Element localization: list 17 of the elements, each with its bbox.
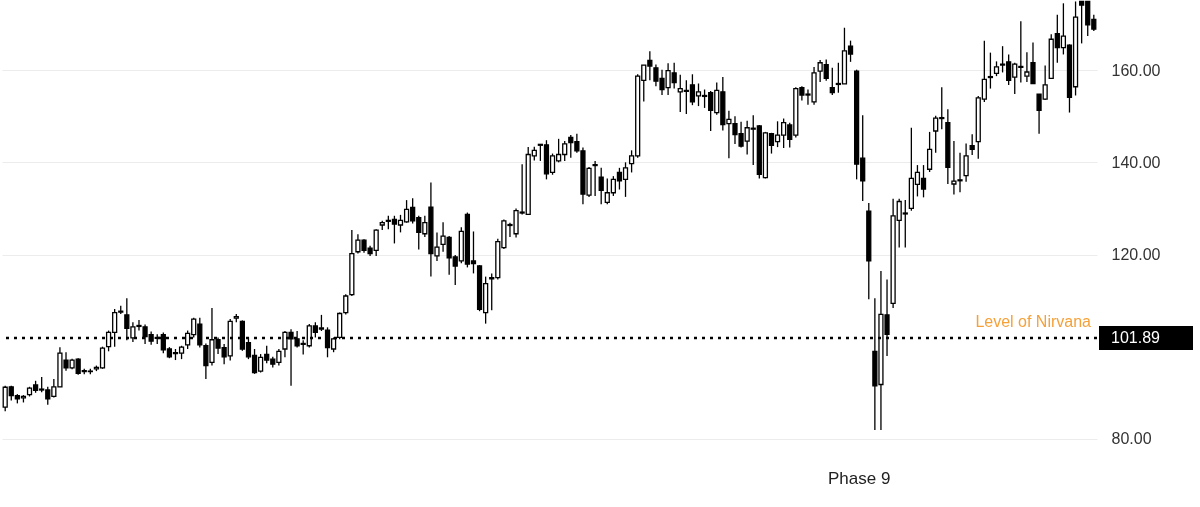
candlestick — [951, 140, 957, 196]
candlestick — [343, 293, 349, 316]
candlestick — [926, 131, 933, 173]
y-tick-label: 101.89 — [1111, 328, 1161, 346]
annotation: Phase 9 — [828, 469, 891, 489]
candlestick — [592, 160, 598, 197]
candlestick — [969, 133, 975, 156]
candlestick — [829, 67, 835, 96]
ref-line-label: Level of Nirvana — [975, 312, 1092, 330]
y-tick-label: 80.00 — [1111, 430, 1152, 448]
candlestick — [987, 51, 994, 90]
y-tick-label: 120.00 — [1111, 246, 1161, 263]
y-tick-label: 140.00 — [1111, 153, 1161, 171]
candlestick — [598, 167, 604, 205]
candlestick — [963, 142, 969, 183]
candlestick — [957, 151, 963, 193]
y-tick-label: 160.00 — [1111, 61, 1161, 79]
